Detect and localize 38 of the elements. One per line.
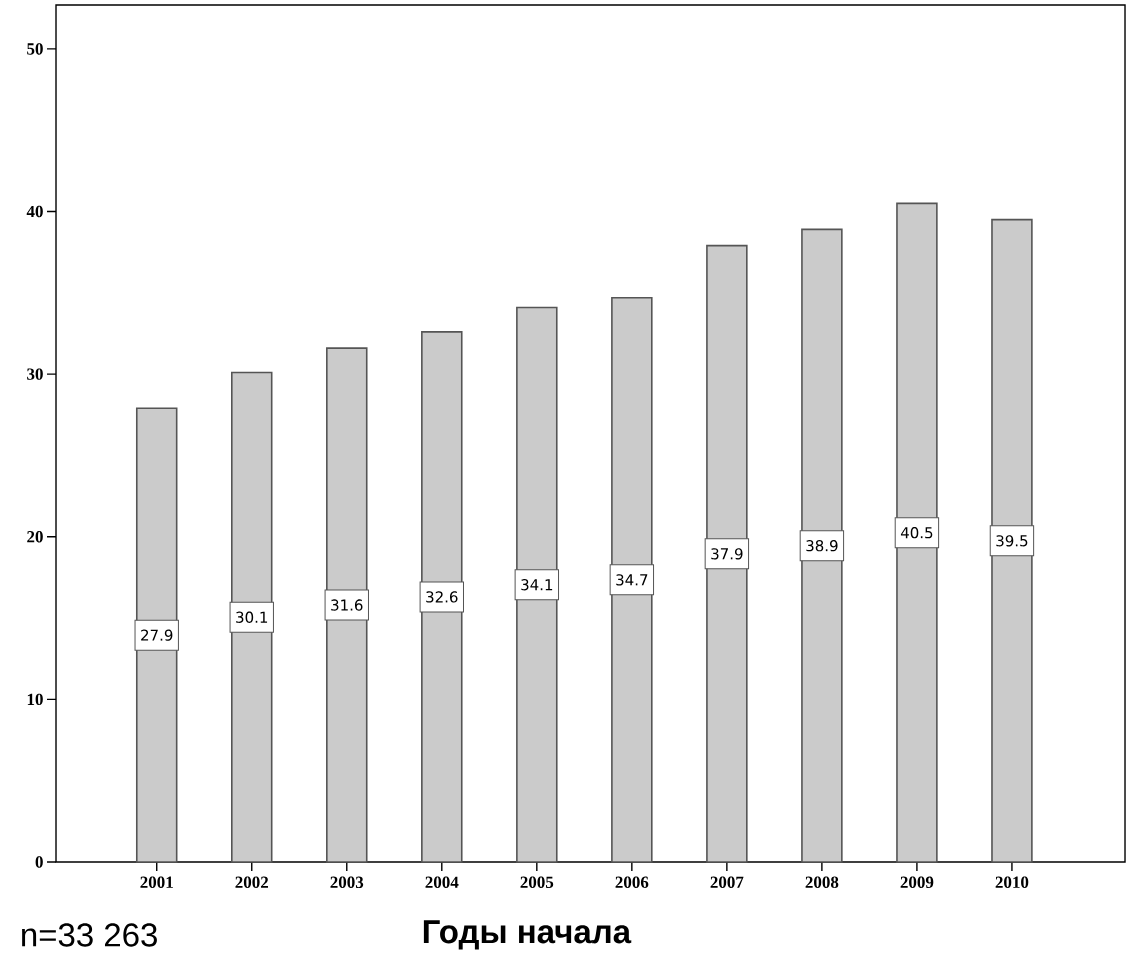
- data-label: 30.1: [236, 611, 268, 623]
- x-tick-label: 2009: [900, 876, 934, 888]
- y-tick-label: 50: [27, 43, 43, 55]
- bar: [611, 296, 653, 863]
- data-label: 32.6: [426, 591, 458, 603]
- x-tick-label: 2005: [520, 876, 554, 888]
- x-tick-label: 2008: [805, 876, 839, 888]
- data-label: 39.5: [996, 535, 1028, 547]
- bar: [516, 306, 558, 863]
- data-label: 40.5: [900, 527, 933, 539]
- y-tick-label: 10: [27, 693, 43, 706]
- bar: [896, 202, 938, 863]
- data-label: 34.7: [616, 574, 648, 586]
- bar: [135, 407, 178, 863]
- y-tick-label: 40: [26, 205, 43, 218]
- data-label: 34.1: [521, 579, 553, 591]
- x-tick-label: 2007: [710, 876, 744, 888]
- bar: [231, 371, 273, 863]
- bar: [326, 347, 368, 863]
- x-tick-label: 2003: [330, 876, 364, 888]
- data-label: 31.6: [331, 599, 363, 611]
- data-label: 37.9: [711, 548, 743, 560]
- x-tick-label: 2001: [140, 876, 173, 888]
- x-tick-label: 2006: [615, 876, 649, 888]
- y-tick-label: 20: [27, 531, 43, 543]
- x-tick-label: 2010: [995, 876, 1029, 888]
- bar: [421, 331, 463, 863]
- bar: [801, 228, 843, 863]
- y-tick-label: 30: [27, 368, 43, 380]
- data-label: 38.9: [806, 540, 838, 552]
- x-tick-label: 2002: [235, 876, 269, 888]
- text: n=33 263: [22, 923, 157, 947]
- x-axis-title: Годы начала: [423, 920, 632, 950]
- bar: [706, 244, 748, 863]
- bar: [991, 218, 1033, 863]
- data-label: 27.9: [141, 629, 173, 641]
- y-tick-label: 0: [35, 856, 43, 868]
- x-tick-label: 2004: [425, 876, 459, 888]
